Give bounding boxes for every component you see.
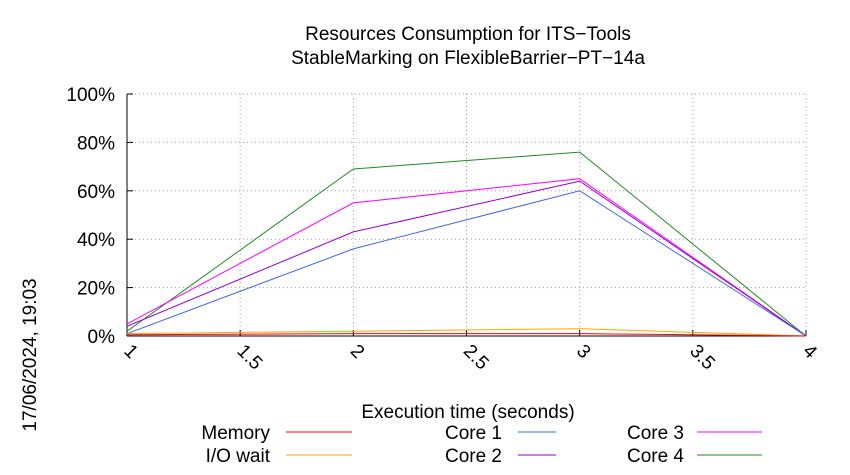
y-tick-label: 20% xyxy=(77,279,115,300)
chart-title: Resources Consumption for ITS−Tools xyxy=(305,24,631,45)
legend-label: I/O wait xyxy=(206,446,271,467)
x-tick-label: 2 xyxy=(346,341,368,363)
x-axis-label: Execution time (seconds) xyxy=(361,402,574,423)
axes xyxy=(126,93,807,337)
series-line-i-o-wait xyxy=(126,328,807,337)
y-tick-label: 40% xyxy=(77,230,115,251)
y-tick-label: 0% xyxy=(88,327,116,348)
x-tick-label: 2.5 xyxy=(459,341,493,375)
y-tick-label: 100% xyxy=(66,85,115,106)
series-lines xyxy=(126,151,807,337)
series-line-core-4 xyxy=(126,151,807,337)
chart-subtitle: StableMarking on FlexibleBarrier−PT−14a xyxy=(291,48,645,69)
x-tick-label: 3.5 xyxy=(685,341,719,375)
legend-label: Core 4 xyxy=(627,446,684,467)
y-tick-label: 60% xyxy=(77,182,115,203)
x-tick-label: 1.5 xyxy=(233,341,267,375)
x-tick-label: 1 xyxy=(119,341,141,363)
series-line-core-1 xyxy=(126,190,807,337)
x-tick-label: 4 xyxy=(798,341,821,364)
grid xyxy=(127,93,807,336)
legend-label: Core 2 xyxy=(445,446,502,467)
legend-label: Memory xyxy=(201,423,270,444)
series-line-core-3 xyxy=(126,178,807,337)
y-tick-label: 80% xyxy=(77,133,115,154)
legend-label: Core 1 xyxy=(445,423,502,444)
timestamp-label: 17/06/2024, 19:03 xyxy=(20,278,41,431)
tick-labels: 0% 20% 40% 60% 80% 100% 1 1.5 2 2.5 3 3.5 4 xyxy=(66,85,821,374)
series-line-memory xyxy=(126,333,807,337)
series-line-core-2 xyxy=(126,180,807,337)
legend-label: Core 3 xyxy=(627,423,684,444)
x-tick-label: 3 xyxy=(572,341,594,363)
